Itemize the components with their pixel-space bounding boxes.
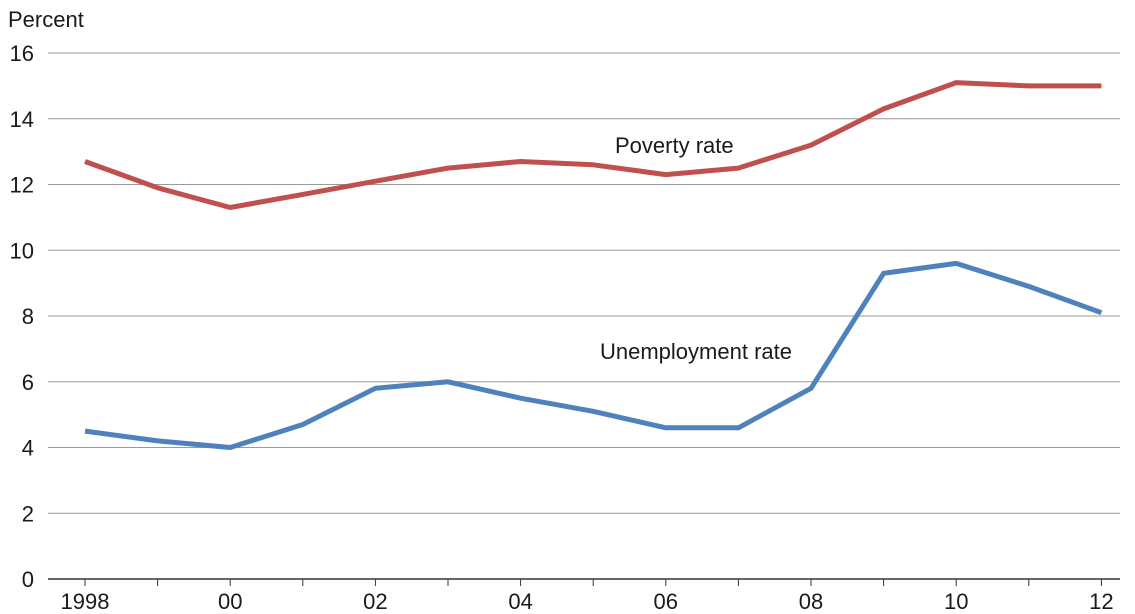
y-tick-label: 8 <box>22 304 34 329</box>
y-tick-label: 6 <box>22 370 34 395</box>
y-tick-label: 4 <box>22 436 34 461</box>
x-tick-label: 12 <box>1089 589 1113 614</box>
y-tick-label: 12 <box>10 173 34 198</box>
unemployment-rate-line <box>84 260 1103 450</box>
poverty-rate-line <box>84 80 1102 210</box>
x-tick-label: 04 <box>508 589 532 614</box>
y-tick-label: 10 <box>10 238 34 263</box>
y-tick-label: 0 <box>22 567 34 592</box>
x-tick-label: 00 <box>218 589 242 614</box>
y-tick-label: 14 <box>10 107 34 132</box>
x-tick-label: 02 <box>363 589 387 614</box>
x-axis: 1998 00 02 04 06 08 10 12 <box>48 578 1120 614</box>
x-tick-label: 08 <box>799 589 823 614</box>
x-tick-label: 10 <box>944 589 968 614</box>
poverty-rate-label: Poverty rate <box>615 133 734 158</box>
series-lines <box>84 80 1103 450</box>
x-tick-label: 1998 <box>61 589 110 614</box>
y-tick-label: 16 <box>10 41 34 66</box>
y-tick-label: 2 <box>22 501 34 526</box>
x-tick-label: 06 <box>654 589 678 614</box>
y-axis-unit-label: Percent <box>8 7 84 32</box>
unemployment-rate-label: Unemployment rate <box>600 339 792 364</box>
y-axis-tick-labels: 0 2 4 6 8 10 12 14 16 <box>10 41 34 592</box>
